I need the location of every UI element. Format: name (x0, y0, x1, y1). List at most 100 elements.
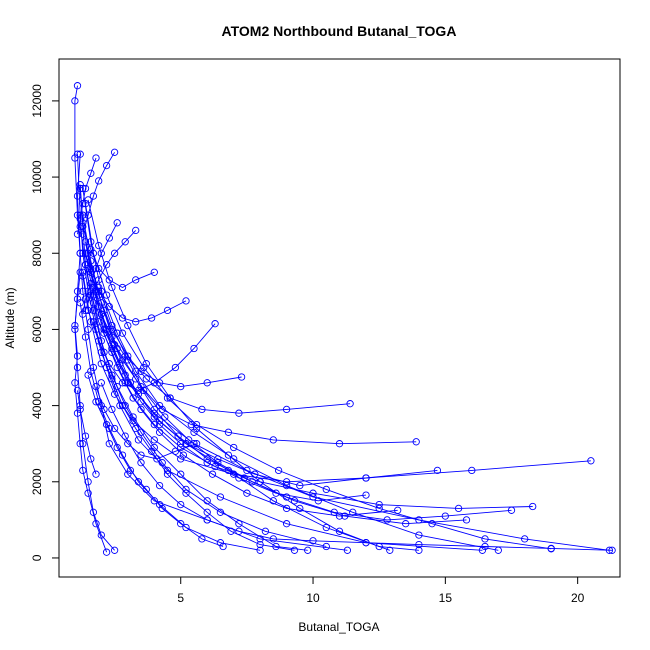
profile-line (77, 154, 483, 551)
profile-line (90, 272, 512, 521)
data-point (108, 405, 116, 414)
data-point (171, 363, 180, 372)
data-point (100, 329, 108, 337)
data-point (174, 432, 182, 440)
data-point (89, 306, 98, 315)
y-tick-label: 4000 (30, 392, 44, 419)
data-point (192, 440, 201, 448)
data-point (309, 537, 317, 545)
data-point (95, 276, 103, 284)
data-point (177, 382, 185, 391)
data-point (203, 516, 211, 524)
data-point (454, 504, 463, 513)
profile-31 (84, 371, 227, 551)
profile-line (82, 276, 216, 391)
data-point (84, 325, 92, 334)
x-axis: 5 10 15 20 (177, 576, 585, 605)
data-point (182, 440, 190, 448)
data-point (304, 546, 312, 554)
data-point (97, 249, 105, 257)
data-point (92, 398, 100, 406)
data-point (92, 520, 100, 528)
data-point (142, 485, 150, 494)
data-point (521, 535, 529, 543)
data-point (322, 542, 330, 551)
data-point (79, 211, 87, 219)
data-point (84, 264, 92, 273)
data-point (433, 466, 442, 475)
data-point (118, 401, 127, 410)
profile-line (87, 199, 419, 551)
data-point (87, 245, 95, 254)
data-point (230, 443, 238, 452)
data-point (113, 443, 121, 452)
y-axis: 0 2000 4000 6000 8000 10000 12000 (30, 84, 60, 561)
data-point (190, 344, 198, 353)
data-point (235, 409, 243, 417)
profile-19 (71, 268, 111, 556)
profile-line (77, 157, 97, 235)
data-point (150, 268, 158, 276)
data-point (177, 440, 185, 448)
data-point (269, 535, 277, 543)
data-point (547, 544, 555, 553)
data-point (97, 348, 105, 356)
data-point (126, 379, 135, 387)
data-point (95, 241, 103, 250)
data-point (142, 360, 150, 368)
data-point (362, 474, 370, 482)
data-point (177, 500, 185, 509)
data-point (81, 295, 90, 303)
data-point (79, 184, 87, 193)
data-point (362, 539, 370, 547)
data-point (92, 382, 100, 391)
data-point (182, 523, 190, 532)
profile-line (87, 374, 224, 547)
data-point (76, 299, 84, 307)
data-point (102, 548, 111, 556)
data-point (118, 329, 127, 337)
profile-18 (81, 226, 140, 315)
data-point (190, 428, 198, 436)
data-point (121, 352, 129, 360)
data-point (102, 291, 111, 299)
y-tick-label: 0 (30, 554, 44, 561)
data-point (240, 474, 248, 482)
data-point (89, 318, 98, 326)
data-point (171, 447, 180, 455)
data-point (282, 520, 291, 528)
data-point (76, 222, 84, 231)
data-point (155, 500, 164, 509)
data-point (256, 540, 264, 549)
profile-14 (79, 222, 158, 292)
data-point (441, 512, 449, 520)
data-point (587, 457, 595, 465)
data-point (203, 455, 211, 463)
data-point (105, 302, 113, 311)
profile-line (92, 321, 295, 551)
profile-17 (79, 148, 119, 238)
profile-line (85, 203, 552, 550)
data-point (224, 451, 233, 459)
data-point (282, 504, 291, 513)
data-point (108, 375, 116, 383)
data-point (412, 438, 420, 446)
data-point (415, 531, 423, 539)
data-point (216, 508, 225, 516)
data-point (79, 230, 87, 238)
data-point (79, 249, 87, 257)
data-point (192, 420, 201, 429)
data-point (76, 184, 84, 193)
data-point (108, 333, 116, 341)
data-point (402, 520, 410, 528)
profile-12 (84, 249, 354, 417)
data-point (137, 459, 145, 467)
data-point (274, 466, 283, 475)
data-point (118, 283, 127, 292)
data-point (95, 398, 103, 406)
data-point (177, 470, 185, 478)
data-point (198, 405, 206, 414)
data-point (362, 491, 370, 499)
data-point (155, 420, 164, 429)
data-point (375, 500, 383, 509)
